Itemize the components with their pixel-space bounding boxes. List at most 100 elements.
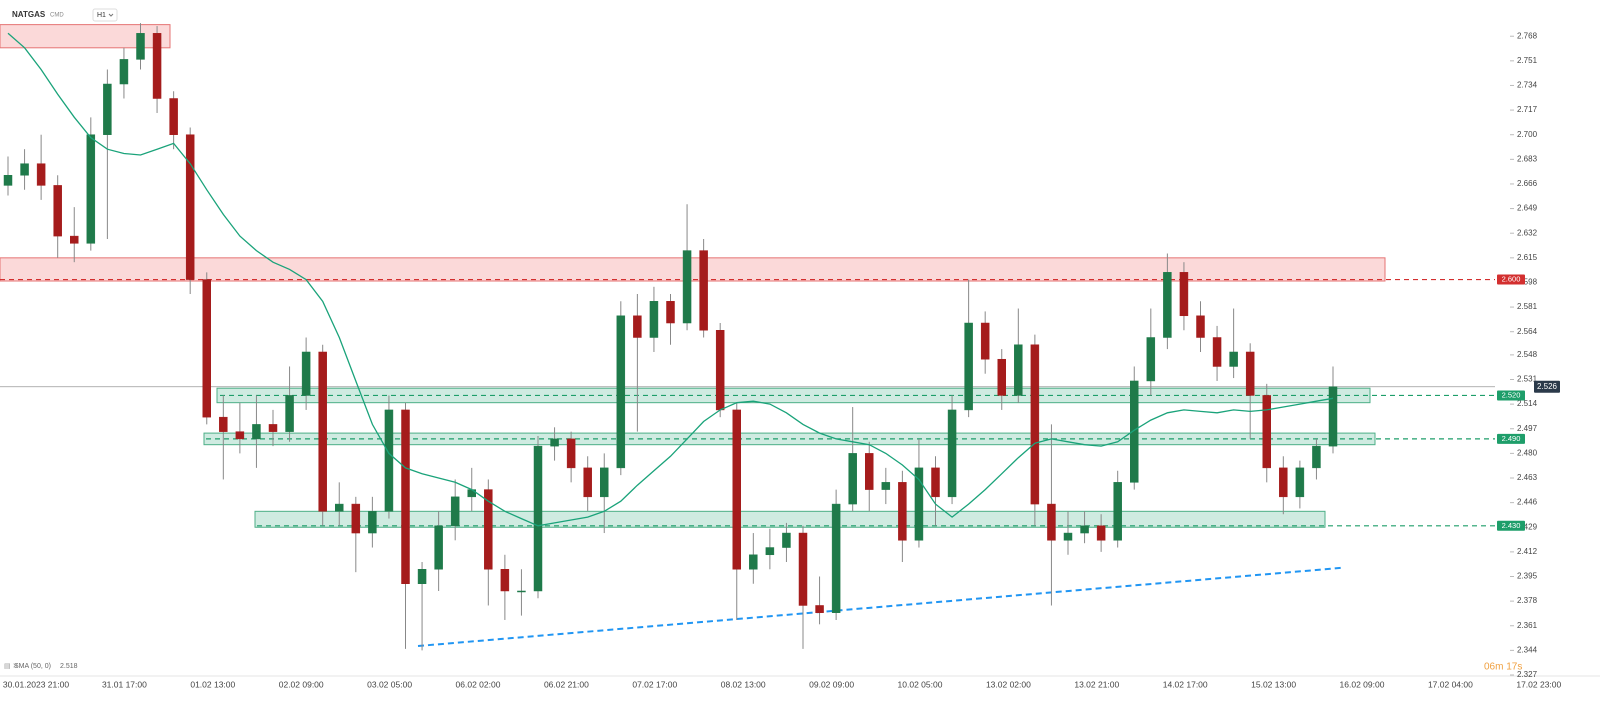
y-tick-label: 2.734 <box>1517 81 1538 90</box>
sma-line <box>7 32 1334 527</box>
x-tick-label: 16.02 09:00 <box>1340 679 1385 689</box>
candle-body <box>1212 337 1222 367</box>
y-tick-label: 2.768 <box>1517 31 1538 40</box>
y-tick-label: 2.717 <box>1517 105 1538 114</box>
x-tick-label: 10.02 05:00 <box>898 679 943 689</box>
candle-body <box>36 163 46 186</box>
candle-body <box>368 511 377 534</box>
symbol: NATGAS <box>12 10 46 19</box>
candle-body <box>335 503 344 512</box>
y-tick-label: 2.463 <box>1517 473 1538 482</box>
level-label: 2.430 <box>1502 521 1521 530</box>
y-tick-label: 2.361 <box>1517 621 1538 630</box>
candle-body <box>732 409 741 570</box>
candle-body <box>434 525 443 570</box>
x-tick-label: 30.01.2023 21:00 <box>3 679 69 689</box>
candle-body <box>964 322 973 411</box>
y-tick-label: 2.615 <box>1517 253 1538 262</box>
candle-body <box>765 547 775 556</box>
y-tick-label: 2.446 <box>1517 498 1538 507</box>
x-tick-label: 07.02 17:00 <box>632 679 677 689</box>
candle-body <box>1047 503 1056 541</box>
candle-body <box>1130 380 1139 483</box>
y-tick-label: 2.412 <box>1517 547 1538 556</box>
x-tick-label: 02.02 09:00 <box>279 679 324 689</box>
interval-button[interactable] <box>92 8 118 22</box>
candle-body <box>931 467 940 498</box>
price-tag <box>1534 380 1560 393</box>
y-tick-label: 2.649 <box>1517 204 1538 213</box>
y-tick-label: 2.497 <box>1517 424 1538 433</box>
candle-body <box>980 322 990 360</box>
y-tick-label: 2.632 <box>1517 228 1538 237</box>
candle-body <box>715 330 725 411</box>
y-tick-label: 2.395 <box>1517 572 1538 581</box>
level-tag <box>1497 390 1525 401</box>
x-tick-label: 14.02 17:00 <box>1163 679 1208 689</box>
x-tick-label: 08.02 13:00 <box>721 679 766 689</box>
candle-body <box>384 409 394 512</box>
candle-body <box>185 134 195 280</box>
y-tick-label: 2.598 <box>1517 278 1538 287</box>
y-tick-label: 2.581 <box>1517 302 1538 311</box>
candle-body <box>947 409 957 498</box>
candle-body <box>136 33 145 60</box>
candle-body <box>318 351 327 512</box>
candle-body <box>749 554 758 570</box>
candle-body <box>1295 467 1305 498</box>
x-tick-label: 31.01 17:00 <box>102 679 147 689</box>
x-tick-label: 17.02 04:00 <box>1428 679 1473 689</box>
candle-body <box>1163 272 1172 338</box>
x-tick-label: 06.02 21:00 <box>544 679 589 689</box>
x-tick-label: 06.02 02:00 <box>456 679 501 689</box>
candle-body <box>600 467 609 498</box>
candle-body <box>1279 467 1288 498</box>
candle-body <box>219 416 228 432</box>
candle-body <box>831 503 841 613</box>
candle-body <box>1262 395 1271 469</box>
level-label: 2.490 <box>1502 434 1521 443</box>
candle-body <box>898 482 907 541</box>
candle-body <box>467 489 476 498</box>
candle-body <box>252 424 261 440</box>
candle-body <box>417 569 427 584</box>
candle-body <box>782 532 791 548</box>
dropdown-icon <box>108 13 114 17</box>
candle-body <box>865 453 874 490</box>
candle-body <box>169 98 178 135</box>
zone <box>216 387 1371 404</box>
candle-body <box>517 590 526 593</box>
candle-body <box>566 438 576 469</box>
candle-body <box>70 235 79 244</box>
x-tick-label: 01.02 13:00 <box>190 679 235 689</box>
candle-body <box>1080 525 1089 534</box>
candle-body <box>550 438 559 447</box>
y-tick-label: 2.327 <box>1517 670 1538 679</box>
candle-body <box>3 175 13 186</box>
y-tick-label: 2.429 <box>1517 522 1538 531</box>
candle-body <box>682 250 692 324</box>
candle-body <box>86 134 96 244</box>
candle-body <box>103 83 112 135</box>
candle-body <box>351 503 361 534</box>
level-tag <box>1497 520 1525 531</box>
candle-body <box>401 409 410 584</box>
candle-body <box>616 315 626 469</box>
y-tick-label: 2.480 <box>1517 448 1538 457</box>
level-tag <box>1497 433 1525 444</box>
candle-body <box>881 482 891 490</box>
candle-body <box>1179 272 1189 317</box>
indicator: SMA (50, 0) <box>14 663 51 670</box>
candle-body <box>20 163 29 176</box>
level-tag <box>1497 274 1525 285</box>
x-tick-label: 13.02 02:00 <box>986 679 1031 689</box>
zone <box>254 510 1326 528</box>
y-tick-label: 2.683 <box>1517 154 1538 163</box>
level-label: 2.520 <box>1502 390 1521 399</box>
x-tick-label: 17.02 23:00 <box>1516 679 1561 689</box>
level-label: 2.600 <box>1502 275 1521 284</box>
candle-body <box>798 532 808 606</box>
candle-body <box>815 605 824 613</box>
indicator-icons[interactable]: ▤ ✕ <box>4 663 18 670</box>
